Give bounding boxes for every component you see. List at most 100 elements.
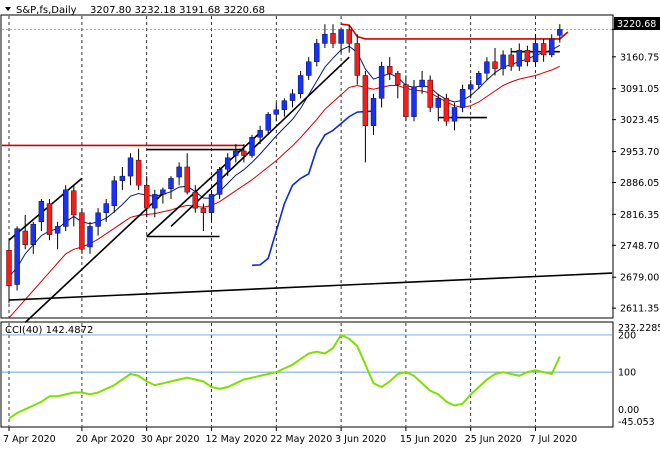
time-tick-label: 25 Jun 2020	[465, 434, 522, 445]
candle	[111, 176, 118, 213]
cci-panel-frame	[0, 321, 614, 428]
candle	[168, 176, 174, 199]
candle	[354, 34, 360, 85]
candle-body	[395, 72, 401, 85]
candle-body	[362, 75, 369, 126]
candle	[516, 43, 522, 71]
candle-body	[492, 61, 498, 69]
price-tick-label: 3091.05	[620, 84, 659, 95]
candle-body	[557, 29, 563, 36]
candle	[224, 153, 231, 177]
candle	[216, 166, 223, 199]
red-moving-average	[8, 65, 561, 319]
price-tick-label: 2611.35	[620, 304, 659, 315]
candle	[411, 80, 417, 122]
candle-body	[87, 226, 93, 248]
candle-body	[549, 38, 555, 56]
candle-body	[306, 61, 312, 76]
candle-body	[338, 29, 344, 44]
candle	[184, 153, 190, 195]
candle	[435, 93, 441, 122]
candle-body	[524, 50, 531, 62]
candle	[476, 70, 482, 90]
menu-triangle-icon[interactable]	[5, 7, 11, 11]
candle	[484, 57, 490, 81]
candle-body	[22, 230, 28, 245]
price-tick-label: 2816.35	[620, 210, 659, 221]
cci-min-label: -45.053	[618, 417, 655, 428]
cci-label: CCI(40) 142.4872	[5, 325, 93, 336]
candle-body	[451, 107, 458, 122]
candle	[289, 89, 296, 108]
candle	[176, 162, 182, 186]
candle	[30, 221, 36, 254]
candle-body	[435, 98, 441, 108]
candle-body	[532, 43, 539, 62]
cci-line	[8, 333, 561, 420]
candle	[306, 57, 312, 81]
price-tick-label: 3160.75	[620, 52, 659, 63]
overlays	[2, 23, 613, 324]
candle-body	[281, 100, 288, 110]
time-axis: 7 Apr 2020 20 Apr 2020 30 Apr 2020 12 May 2…	[3, 427, 577, 445]
candle-body	[516, 50, 522, 67]
candle	[387, 57, 393, 81]
candle	[468, 80, 474, 99]
candle	[14, 226, 20, 291]
candle-body	[216, 169, 223, 195]
time-tick-label: 30 Apr 2020	[141, 434, 200, 445]
candle	[338, 27, 344, 53]
cci-axis: 200 100 0.00	[618, 330, 639, 415]
candle	[38, 198, 45, 231]
price-tag: 3220.68	[617, 19, 656, 30]
time-tick-label: 15 Jun 2020	[400, 434, 457, 445]
candle-body	[322, 34, 328, 44]
candle	[403, 75, 409, 122]
candle-body	[241, 150, 247, 156]
candle	[451, 102, 458, 131]
candle	[54, 221, 61, 250]
candle-body	[30, 223, 36, 245]
candle	[378, 61, 385, 108]
candle-body	[370, 98, 377, 126]
candle-body	[476, 72, 482, 85]
candle	[22, 214, 28, 250]
candle-body	[330, 33, 336, 44]
candle	[500, 50, 506, 76]
candle-body	[508, 54, 514, 67]
candle	[143, 176, 150, 218]
candle	[297, 70, 304, 99]
candle-body	[168, 178, 174, 190]
candle	[152, 189, 158, 218]
price-panel-frame	[0, 14, 614, 319]
candle-body	[38, 201, 45, 223]
candle-body	[273, 109, 279, 115]
candle-body	[135, 159, 142, 186]
candle-body	[500, 54, 506, 69]
candle-body	[14, 228, 20, 285]
candle	[127, 153, 134, 186]
candle-body	[265, 114, 271, 131]
candle-body	[346, 29, 352, 44]
time-tick-label: 7 Jul 2020	[530, 434, 578, 445]
candle-body	[176, 166, 182, 178]
candle-body	[200, 207, 207, 213]
candle	[192, 185, 199, 213]
candle	[524, 45, 531, 67]
candle	[362, 70, 369, 163]
cci-max-label: 232.2285	[618, 323, 660, 334]
candle-body	[208, 194, 215, 213]
symbol-label: S&P,fs,Daily	[16, 5, 77, 16]
cci-tick-label: 100	[618, 368, 636, 379]
candle	[208, 189, 215, 222]
candle-body	[160, 189, 166, 195]
candle	[257, 125, 263, 145]
candle-body	[257, 130, 263, 138]
candle-body	[403, 84, 409, 117]
ohlc-readout: 3207.80 3232.18 3191.68 3220.68	[90, 5, 265, 16]
trend-line	[8, 177, 83, 241]
candle-body	[46, 203, 53, 235]
candle-body	[249, 137, 255, 156]
candle-body	[411, 86, 417, 117]
candle-body	[184, 166, 190, 193]
